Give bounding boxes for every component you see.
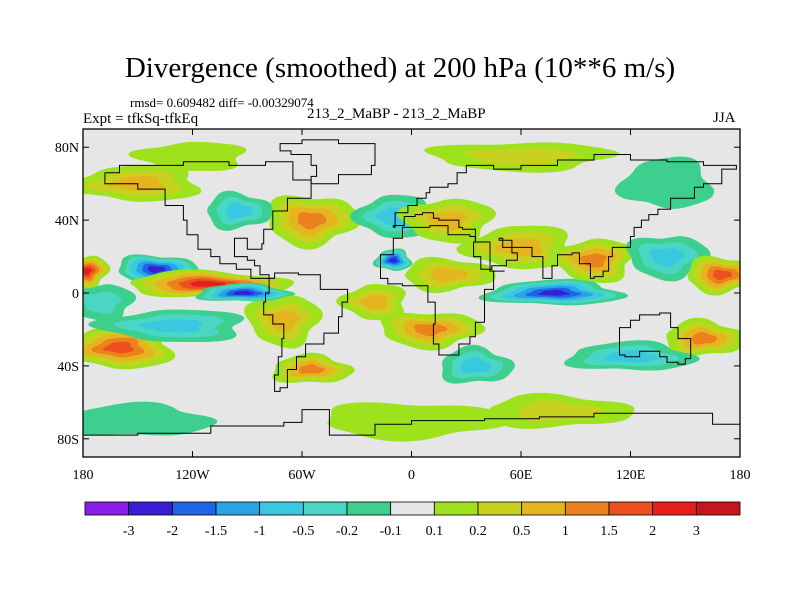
case-label: 213_2_MaBP - 213_2_MaBP: [307, 106, 486, 122]
y-tick-label: 80S: [57, 433, 79, 448]
colorbar-level-label: 3: [693, 524, 700, 539]
field-contour: [267, 310, 300, 333]
field-contour: [712, 269, 732, 281]
field-contour: [537, 289, 571, 296]
field-contour: [461, 357, 492, 374]
colorbar-swatch: [652, 501, 697, 516]
colorbar-level-label: 0.2: [469, 524, 487, 539]
field-contour: [614, 156, 715, 209]
chart-title: Divergence (smoothed) at 200 hPa (10**6 …: [124, 52, 676, 84]
south-america-coast: [263, 272, 349, 392]
africa-coast: [380, 225, 505, 356]
field-contour: [128, 141, 247, 172]
australia-coast: [619, 312, 692, 365]
field-contour: [147, 266, 166, 273]
colorbar-level-label: 2: [649, 524, 656, 539]
colorbar-level-label: 1.5: [600, 524, 618, 539]
field-contour: [517, 400, 603, 422]
colorbar-level-label: 1: [562, 524, 569, 539]
colorbar-swatch: [695, 501, 741, 516]
y-tick-label: 0: [72, 287, 79, 302]
colorbar-swatch: [302, 501, 348, 516]
colorbar-level-label: 0.5: [513, 524, 531, 539]
field-contour: [691, 331, 718, 345]
rmsd-label: rmsd= 0.609482 diff= -0.00329074: [130, 95, 314, 110]
field-contour: [414, 324, 448, 337]
colorbar-swatch: [390, 501, 435, 516]
colorbar-swatch: [84, 501, 130, 516]
season-label: JJA: [713, 110, 736, 126]
field-contour: [297, 212, 327, 230]
y-tick-label: 80N: [55, 141, 79, 156]
colorbar-swatch: [521, 501, 566, 516]
colorbar-level-label: -1.5: [205, 524, 227, 539]
colorbar: -3 -2 -1.5 -1 -0.5 -0.2 -0.1 0.1 0.2 0.5 1 1.5 2 3: [84, 501, 741, 539]
field-contour: [138, 319, 204, 333]
colorbar-swatch: [259, 501, 304, 516]
colorbar-level-label: -3: [123, 524, 135, 539]
colorbar-level-label: -0.2: [336, 524, 358, 539]
colorbar-level-label: 0.1: [426, 524, 444, 539]
colorbar-level-label: -2: [166, 524, 178, 539]
field-contour: [83, 291, 122, 314]
field-contour: [83, 267, 92, 276]
greenland-coast: [279, 139, 376, 185]
y-tick-label: 40S: [57, 360, 79, 375]
field-contour: [298, 364, 326, 374]
colorbar-level-label: -1: [254, 524, 266, 539]
x-tick-label: 60W: [288, 468, 316, 483]
x-tick-label: 180: [73, 468, 94, 483]
field-contour: [650, 248, 685, 267]
field-contour: [83, 401, 218, 436]
colorbar-swatch: [215, 501, 261, 516]
x-tick-label: 0: [408, 468, 415, 483]
x-tick-label: 60E: [510, 468, 533, 483]
field-contour: [359, 294, 388, 310]
coastlines: [83, 139, 740, 436]
field-contour: [103, 341, 134, 354]
field-contour: [388, 257, 398, 263]
axes: 180 120W 60W 0 60E 120E 180 80N 40N 0 40S 80S: [55, 129, 751, 483]
field-contours: [83, 141, 740, 442]
colorbar-swatch: [433, 501, 479, 516]
field-contour: [464, 148, 579, 166]
colorbar-swatch: [128, 501, 173, 516]
x-tick-label: 120E: [616, 468, 646, 483]
antarctica-coast: [83, 409, 740, 436]
field-contour: [430, 267, 468, 283]
field-contour: [225, 202, 253, 220]
colorbar-swatch: [171, 501, 217, 516]
experiment-label: Expt = tfkSq-tfkEq: [83, 111, 199, 127]
x-tick-label: 120W: [175, 468, 210, 483]
eurasia-coast: [392, 154, 737, 279]
colorbar-swatch: [608, 501, 654, 516]
colorbar-swatch: [346, 501, 392, 516]
north-america-coast: [104, 161, 312, 279]
colorbar-swatch: [477, 501, 523, 516]
colorbar-level-label: -0.5: [292, 524, 314, 539]
field-contour: [603, 349, 660, 363]
y-tick-label: 40N: [55, 214, 79, 229]
x-tick-label: 180: [730, 468, 751, 483]
field-contour: [327, 402, 510, 442]
field-contour: [233, 290, 255, 295]
field-contour: [190, 280, 227, 287]
colorbar-level-label: -0.1: [380, 524, 402, 539]
colorbar-swatch: [564, 501, 610, 516]
